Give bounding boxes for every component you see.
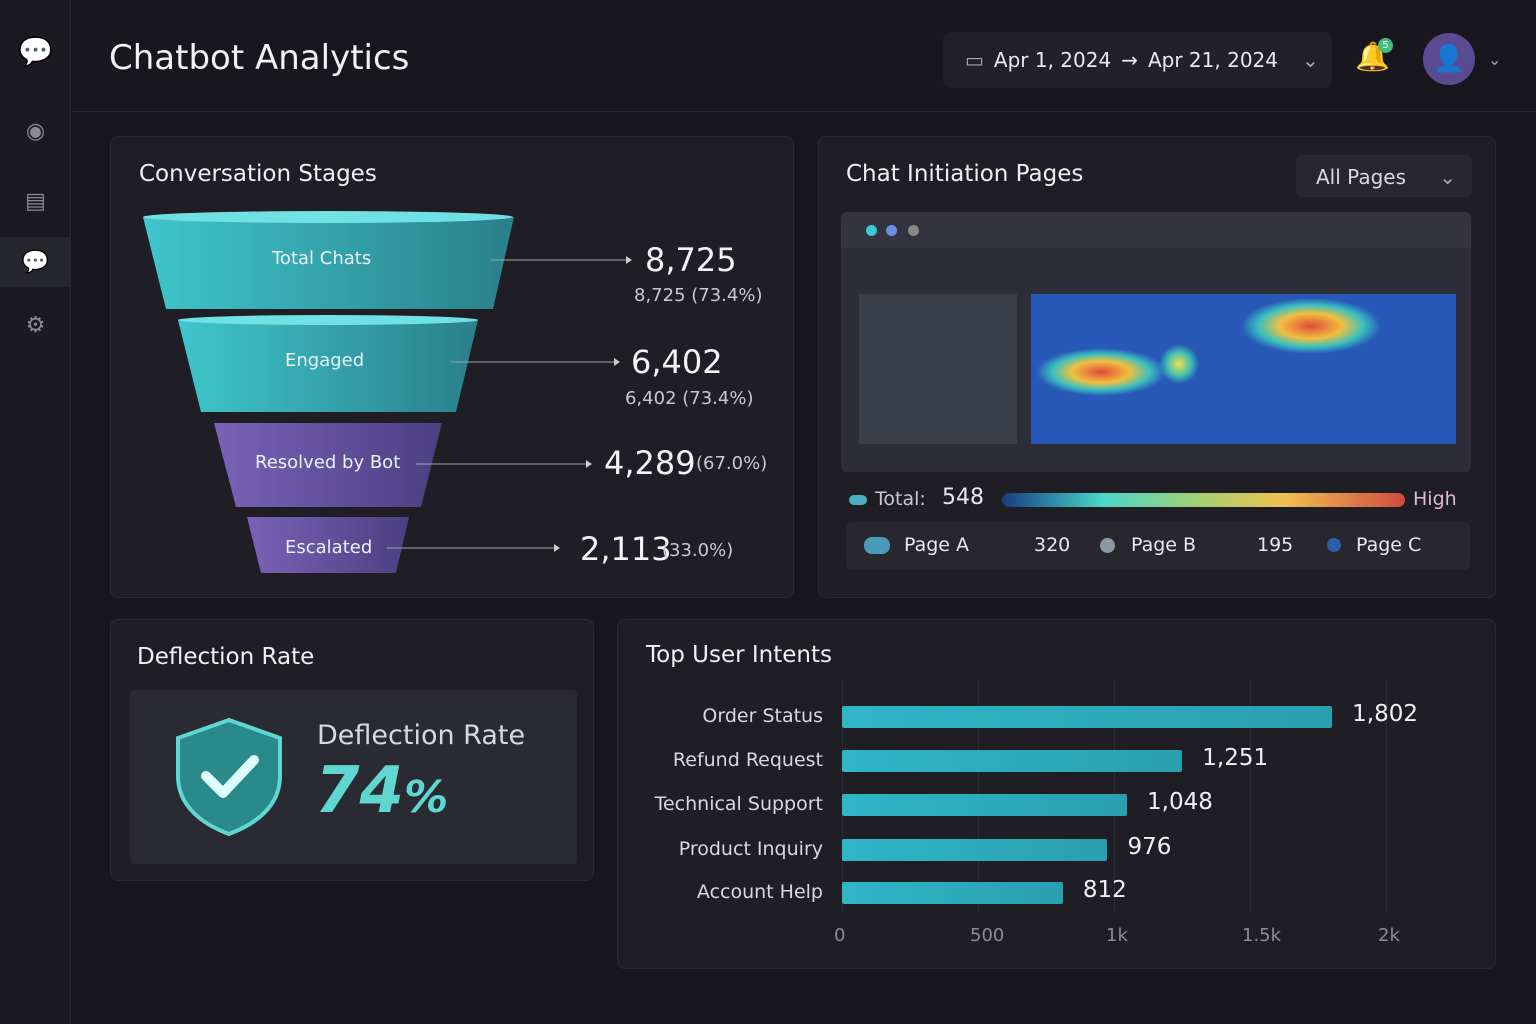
stage-value: 6,402 bbox=[631, 343, 723, 381]
bar bbox=[842, 882, 1063, 904]
stage-sub: (33.0%) bbox=[662, 540, 734, 561]
chevron-down-icon[interactable]: ⌄ bbox=[1488, 50, 1502, 69]
filter-value: All Pages bbox=[1316, 165, 1406, 189]
bar-value-label: 1,802 bbox=[1352, 701, 1418, 727]
page-legend: Page A 320 Page B 195 Page C bbox=[846, 522, 1470, 570]
stage-value: 2,113 bbox=[580, 530, 672, 568]
x-tick-label: 1k bbox=[1106, 925, 1128, 946]
legend-value: 195 bbox=[1257, 534, 1294, 556]
bar-value-label: 1,048 bbox=[1147, 789, 1213, 815]
heat-scale-bar bbox=[1002, 493, 1405, 507]
category-label: Account Help bbox=[696, 881, 823, 903]
deflection-number: 74 bbox=[315, 754, 405, 828]
stage-label: Total Chats bbox=[272, 248, 372, 269]
category-label: Refund Request bbox=[672, 749, 823, 771]
category-label: Order Status bbox=[702, 705, 823, 727]
bar-value-label: 1,251 bbox=[1202, 745, 1269, 771]
card-title: Chat Initiation Pages bbox=[846, 161, 1084, 187]
funnel-stage-total bbox=[143, 217, 514, 309]
total-label: Total: bbox=[875, 488, 926, 510]
funnel-chart bbox=[143, 211, 632, 573]
total-value: 548 bbox=[942, 485, 984, 510]
stage-sub: (67.0%) bbox=[696, 453, 768, 474]
stage-sub: 8,725 (73.4%) bbox=[634, 285, 763, 306]
top-user-intents-card: Top User Intents 0 500 1k 1.5k 2k Order Statu… bbox=[617, 619, 1496, 969]
stage-label: Resolved by Bot bbox=[255, 452, 401, 473]
chevron-down-icon: ⌄ bbox=[1302, 48, 1319, 72]
x-tick-label: 2k bbox=[1378, 925, 1400, 946]
card-title: Conversation Stages bbox=[139, 161, 377, 187]
stage-label: Engaged bbox=[285, 350, 365, 371]
arrow-icon: → bbox=[1121, 48, 1138, 72]
deflection-panel: Deflection Rate 74% bbox=[130, 690, 577, 864]
sidebar-item-chatbot[interactable]: 💬 bbox=[0, 237, 71, 287]
deflection-rate-card: Deflection Rate Deflection Rate 74% bbox=[110, 619, 594, 881]
legend-label: Page B bbox=[1131, 534, 1197, 556]
high-label: High bbox=[1413, 488, 1457, 510]
grid-line bbox=[1386, 680, 1387, 912]
conversation-stages-card: Conversation Stages Total Chats Engaged … bbox=[110, 136, 794, 598]
sidebar-item-messages[interactable]: ▤ bbox=[25, 188, 46, 214]
calendar-icon: ▭ bbox=[965, 48, 984, 72]
legend-label: Page C bbox=[1356, 534, 1422, 556]
shield-check-icon bbox=[176, 718, 282, 837]
bar-value-label: 812 bbox=[1082, 877, 1127, 903]
stage-value: 4,289 bbox=[604, 444, 696, 482]
legend-value: 320 bbox=[1034, 534, 1071, 556]
chevron-down-icon: ⌄ bbox=[1439, 165, 1456, 189]
stage-sub: 6,402 (73.4%) bbox=[625, 388, 754, 409]
legend-label: Page A bbox=[904, 534, 970, 556]
notification-badge: 5 bbox=[1378, 38, 1393, 53]
bar bbox=[842, 706, 1333, 728]
chat-initiation-card: Chat Initiation Pages All Pages ⌄ Total: … bbox=[818, 136, 1496, 598]
heatmap bbox=[841, 212, 1471, 472]
funnel-stage-resolved bbox=[214, 423, 442, 507]
sidebar-item-overview[interactable]: ◉ bbox=[25, 118, 46, 144]
deflection-unit: % bbox=[404, 772, 449, 823]
bar-value-label: 976 bbox=[1127, 834, 1172, 860]
header: Chatbot Analytics ▭ Apr 1, 2024 → Apr 21… bbox=[72, 0, 1536, 112]
x-tick-label: 1.5k bbox=[1242, 925, 1282, 946]
stage-value: 8,725 bbox=[645, 241, 737, 279]
avatar[interactable]: 👤 bbox=[1423, 33, 1475, 85]
page-title: Chatbot Analytics bbox=[109, 38, 410, 78]
bar bbox=[842, 839, 1108, 861]
chat-logo-icon: 💬 bbox=[18, 34, 53, 68]
stage-label: Escalated bbox=[285, 537, 373, 558]
deflection-value: 74% bbox=[315, 754, 448, 828]
x-tick-label: 500 bbox=[970, 925, 1005, 946]
bar bbox=[842, 794, 1128, 816]
deflection-label: Deflection Rate bbox=[317, 720, 526, 751]
category-label: Technical Support bbox=[654, 793, 823, 815]
grid-line bbox=[1250, 680, 1251, 912]
card-title: Deflection Rate bbox=[137, 644, 315, 670]
funnel-stage-escalated bbox=[247, 517, 409, 573]
funnel-stage-engaged bbox=[178, 320, 478, 412]
chart-title: Top User Intents bbox=[646, 642, 832, 668]
date-range-picker[interactable]: ▭ Apr 1, 2024 → Apr 21, 2024 ⌄ bbox=[943, 32, 1332, 88]
bar bbox=[842, 750, 1183, 772]
date-start: Apr 1, 2024 bbox=[993, 48, 1112, 72]
category-label: Product Inquiry bbox=[678, 838, 823, 860]
x-tick-label: 0 bbox=[834, 925, 846, 946]
sidebar-item-settings[interactable]: ⚙ bbox=[25, 312, 46, 338]
page-filter-select[interactable]: All Pages ⌄ bbox=[1296, 155, 1472, 197]
sidebar: 💬 ◉ ▤ 💬 ⚙ bbox=[0, 0, 71, 1024]
date-end: Apr 21, 2024 bbox=[1147, 48, 1278, 72]
